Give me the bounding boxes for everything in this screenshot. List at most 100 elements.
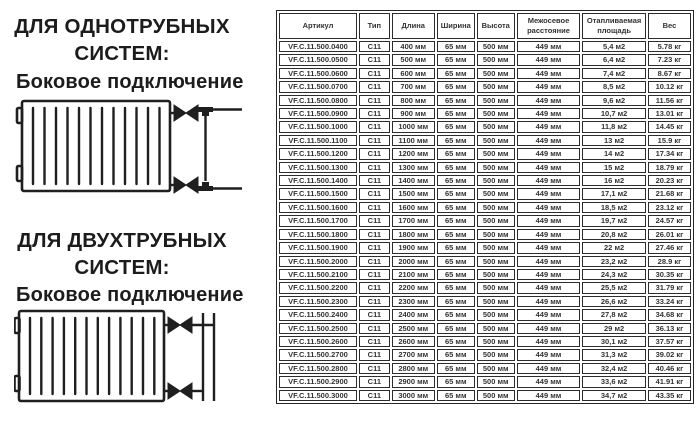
table-cell: 29 м2 (582, 322, 646, 334)
table-cell: 500 мм (476, 94, 515, 107)
table-cell: VF.C.11.500.3000 (279, 389, 357, 401)
table-cell: 449 мм (516, 121, 581, 133)
table-cell: 449 мм (516, 376, 581, 388)
table-cell: 5,4 м2 (582, 41, 646, 53)
table-row: VF.C.11.500.1600 C11 1600 мм 65 мм 500 мм 449… (279, 201, 691, 214)
one-pipe-title: ДЛЯ ОДНОТРУБНЫХ СИСТЕМ: (0, 13, 244, 67)
table-cell: 449 мм (516, 175, 581, 187)
table-cell: 65 мм (436, 54, 475, 66)
col-header-heated-area: Отапливаемая площадь (582, 13, 646, 39)
table-cell: C11 (358, 94, 390, 107)
table-cell: C11 (358, 389, 390, 401)
table-cell: 449 мм (516, 41, 581, 53)
table-cell: 449 мм (516, 108, 581, 120)
table-cell: 2000 мм (391, 255, 435, 267)
table-cell: 10,7 м2 (582, 108, 646, 120)
table-cell: 449 мм (516, 242, 581, 254)
table-cell: C11 (358, 175, 390, 187)
table-cell: 41.91 кг (647, 376, 691, 388)
table-cell: 13 м2 (582, 134, 646, 147)
table-cell: VF.C.11.500.1600 (279, 201, 357, 214)
table-cell: 1200 мм (391, 148, 435, 160)
table-cell: VF.C.11.500.0700 (279, 81, 357, 93)
table-cell: 2100 мм (391, 268, 435, 281)
table-cell: VF.C.11.500.2800 (279, 362, 357, 375)
table-cell: 15 м2 (582, 161, 646, 174)
col-header-weight: Вес (647, 13, 691, 39)
table-cell: 400 мм (391, 41, 435, 53)
table-cell: 500 мм (476, 255, 515, 267)
table-cell: 65 мм (436, 349, 475, 361)
table-cell: 449 мм (516, 54, 581, 66)
table-cell: 449 мм (516, 389, 581, 401)
table-cell: 23.12 кг (647, 201, 691, 214)
table-cell: C11 (358, 81, 390, 93)
table-cell: C11 (358, 268, 390, 281)
table-cell: 65 мм (436, 335, 475, 348)
table-cell: VF.C.11.500.0900 (279, 108, 357, 120)
table-cell: 65 мм (436, 242, 475, 254)
table-cell: 20.23 кг (647, 175, 691, 187)
table-cell: 2500 мм (391, 322, 435, 334)
table-cell: 500 мм (476, 349, 515, 361)
table-cell: C11 (358, 41, 390, 53)
table-cell: 26.01 кг (647, 228, 691, 241)
table-cell: 500 мм (476, 295, 515, 308)
table-row: VF.C.11.500.1200 C11 1200 мм 65 мм 500 мм 449… (279, 148, 691, 160)
table-row: VF.C.11.500.0600 C11 600 мм 65 мм 500 мм 449 … (279, 67, 691, 80)
table-cell: VF.C.11.500.1000 (279, 121, 357, 133)
table-cell: 500 мм (476, 282, 515, 294)
table-cell: 33,6 м2 (582, 376, 646, 388)
table-row: VF.C.11.500.0400 C11 400 мм 65 мм 500 мм 449 … (279, 41, 691, 53)
table-cell: 1000 мм (391, 121, 435, 133)
table-cell: 14 м2 (582, 148, 646, 160)
table-cell: 17,1 м2 (582, 188, 646, 200)
table-cell: C11 (358, 282, 390, 294)
table-cell: 500 мм (476, 175, 515, 187)
table-cell: 449 мм (516, 81, 581, 93)
table-cell: 500 мм (476, 201, 515, 214)
table-cell: C11 (358, 134, 390, 147)
table-cell: 28.9 кг (647, 255, 691, 267)
table-cell: C11 (358, 215, 390, 227)
table-cell: 2200 мм (391, 282, 435, 294)
table-cell: C11 (358, 335, 390, 348)
valve-top-icon (167, 316, 193, 334)
table-cell: 449 мм (516, 228, 581, 241)
table-cell: 449 мм (516, 268, 581, 281)
table-cell: 24,3 м2 (582, 268, 646, 281)
table-cell: 449 мм (516, 201, 581, 214)
table-cell: 1400 мм (391, 175, 435, 187)
table-cell: VF.C.11.500.0400 (279, 41, 357, 53)
table-cell: 25,5 м2 (582, 282, 646, 294)
two-pipe-subtitle: Боковое подключение (16, 284, 244, 306)
valve-bottom-icon (173, 176, 199, 194)
table-cell: 500 мм (476, 121, 515, 133)
col-header-article: Артикул (279, 13, 357, 39)
table-cell: 2800 мм (391, 362, 435, 375)
table-cell: 2700 мм (391, 349, 435, 361)
valve-bottom-icon (167, 382, 193, 400)
table-header-row: Артикул Тип Длина Ширина Высота Межосево… (279, 13, 691, 39)
table-cell: 2300 мм (391, 295, 435, 308)
table-cell: 2400 мм (391, 309, 435, 321)
table-cell: 500 мм (476, 67, 515, 80)
table-cell: 449 мм (516, 161, 581, 174)
table-cell: 700 мм (391, 81, 435, 93)
table-cell: 8,5 м2 (582, 81, 646, 93)
table-cell: 30.35 кг (647, 268, 691, 281)
table-cell: 449 мм (516, 67, 581, 80)
table-cell: C11 (358, 362, 390, 375)
table-cell: C11 (358, 242, 390, 254)
table-cell: 27.46 кг (647, 242, 691, 254)
two-pipe-title-line2: СИСТЕМ: (74, 256, 170, 280)
table-cell: 500 мм (476, 108, 515, 120)
table-cell: 6,4 м2 (582, 54, 646, 66)
left-panel: ДЛЯ ОДНОТРУБНЫХ СИСТЕМ: Боковое подключе… (0, 0, 262, 421)
one-pipe-title-line2: СИСТЕМ: (74, 42, 170, 66)
valve-top-icon (173, 104, 199, 122)
table-cell: VF.C.11.500.1300 (279, 161, 357, 174)
table-cell: C11 (358, 161, 390, 174)
table-cell: VF.C.11.500.1900 (279, 242, 357, 254)
